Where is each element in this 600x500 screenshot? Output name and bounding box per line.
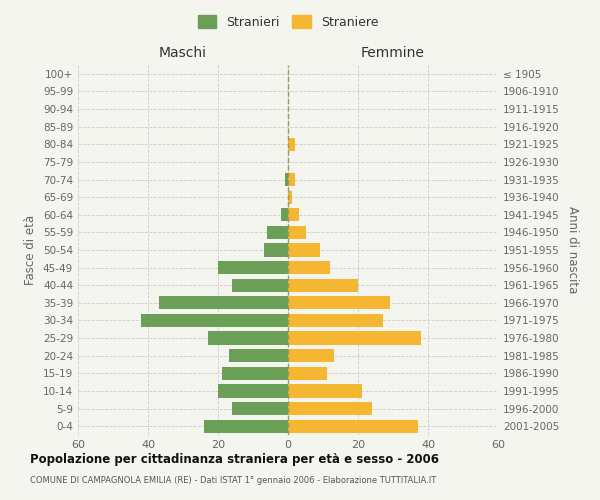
- Bar: [288, 384, 361, 398]
- Bar: [288, 190, 292, 204]
- Bar: [221, 366, 288, 380]
- Bar: [208, 332, 288, 344]
- Text: Femmine: Femmine: [361, 46, 425, 60]
- Bar: [288, 332, 421, 344]
- Bar: [288, 173, 295, 186]
- Bar: [218, 261, 288, 274]
- Bar: [288, 420, 418, 433]
- Bar: [281, 208, 288, 222]
- Bar: [288, 402, 372, 415]
- Bar: [288, 138, 295, 151]
- Legend: Stranieri, Straniere: Stranieri, Straniere: [194, 11, 382, 32]
- Bar: [284, 173, 288, 186]
- Bar: [288, 244, 320, 256]
- Bar: [218, 384, 288, 398]
- Bar: [288, 261, 330, 274]
- Bar: [141, 314, 288, 327]
- Bar: [288, 208, 299, 222]
- Bar: [288, 278, 358, 292]
- Bar: [288, 349, 334, 362]
- Y-axis label: Anni di nascita: Anni di nascita: [566, 206, 579, 294]
- Bar: [232, 278, 288, 292]
- Text: COMUNE DI CAMPAGNOLA EMILIA (RE) - Dati ISTAT 1° gennaio 2006 - Elaborazione TUT: COMUNE DI CAMPAGNOLA EMILIA (RE) - Dati …: [30, 476, 436, 485]
- Text: Popolazione per cittadinanza straniera per età e sesso - 2006: Popolazione per cittadinanza straniera p…: [30, 452, 439, 466]
- Text: Maschi: Maschi: [159, 46, 207, 60]
- Bar: [204, 420, 288, 433]
- Bar: [288, 314, 383, 327]
- Bar: [288, 226, 305, 239]
- Bar: [267, 226, 288, 239]
- Bar: [288, 366, 326, 380]
- Bar: [229, 349, 288, 362]
- Bar: [263, 244, 288, 256]
- Bar: [288, 296, 389, 310]
- Y-axis label: Fasce di età: Fasce di età: [25, 215, 37, 285]
- Bar: [158, 296, 288, 310]
- Bar: [232, 402, 288, 415]
